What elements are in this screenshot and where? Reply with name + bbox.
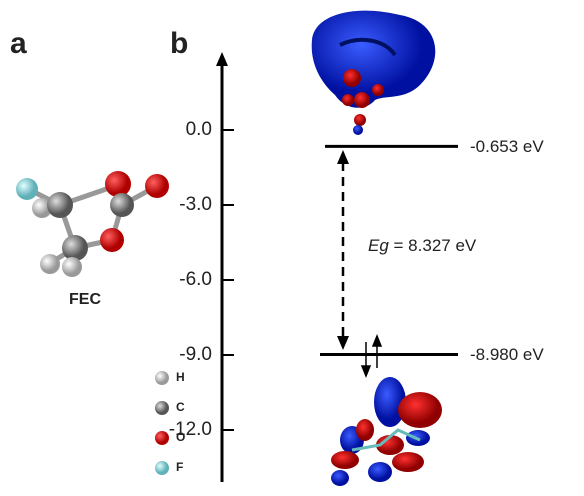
legend-label: O [176,430,185,444]
y-tick-label: -3.0 [179,194,212,215]
electron-arrows [360,333,383,379]
legend-label: H [176,370,185,384]
annotation: Eg = 8.327 eV [368,236,477,255]
legend-label: C [176,400,185,414]
level-label: -8.980 eV [470,345,544,364]
axis [216,52,228,482]
annotation-symbol: Eg [368,236,389,255]
atom-legend: H C O F [155,370,185,475]
panel-label: b [170,27,188,60]
y-tick-label: 0.0 [186,119,212,140]
y-tick-label: -9.0 [179,344,212,365]
level-label: -0.653 eV [470,137,544,156]
molecule-label: FEC [69,291,101,308]
y-tick-label: -6.0 [179,269,212,290]
y-tick-label: -12.0 [169,419,212,440]
annotation-text: = 8.327 eV [394,236,477,255]
legend-label: F [176,460,183,474]
homo-orbital [331,377,442,486]
panel-label: a [10,27,27,60]
molecule [16,171,169,277]
gap-arrow [337,150,349,350]
lumo-orbital [311,10,436,135]
